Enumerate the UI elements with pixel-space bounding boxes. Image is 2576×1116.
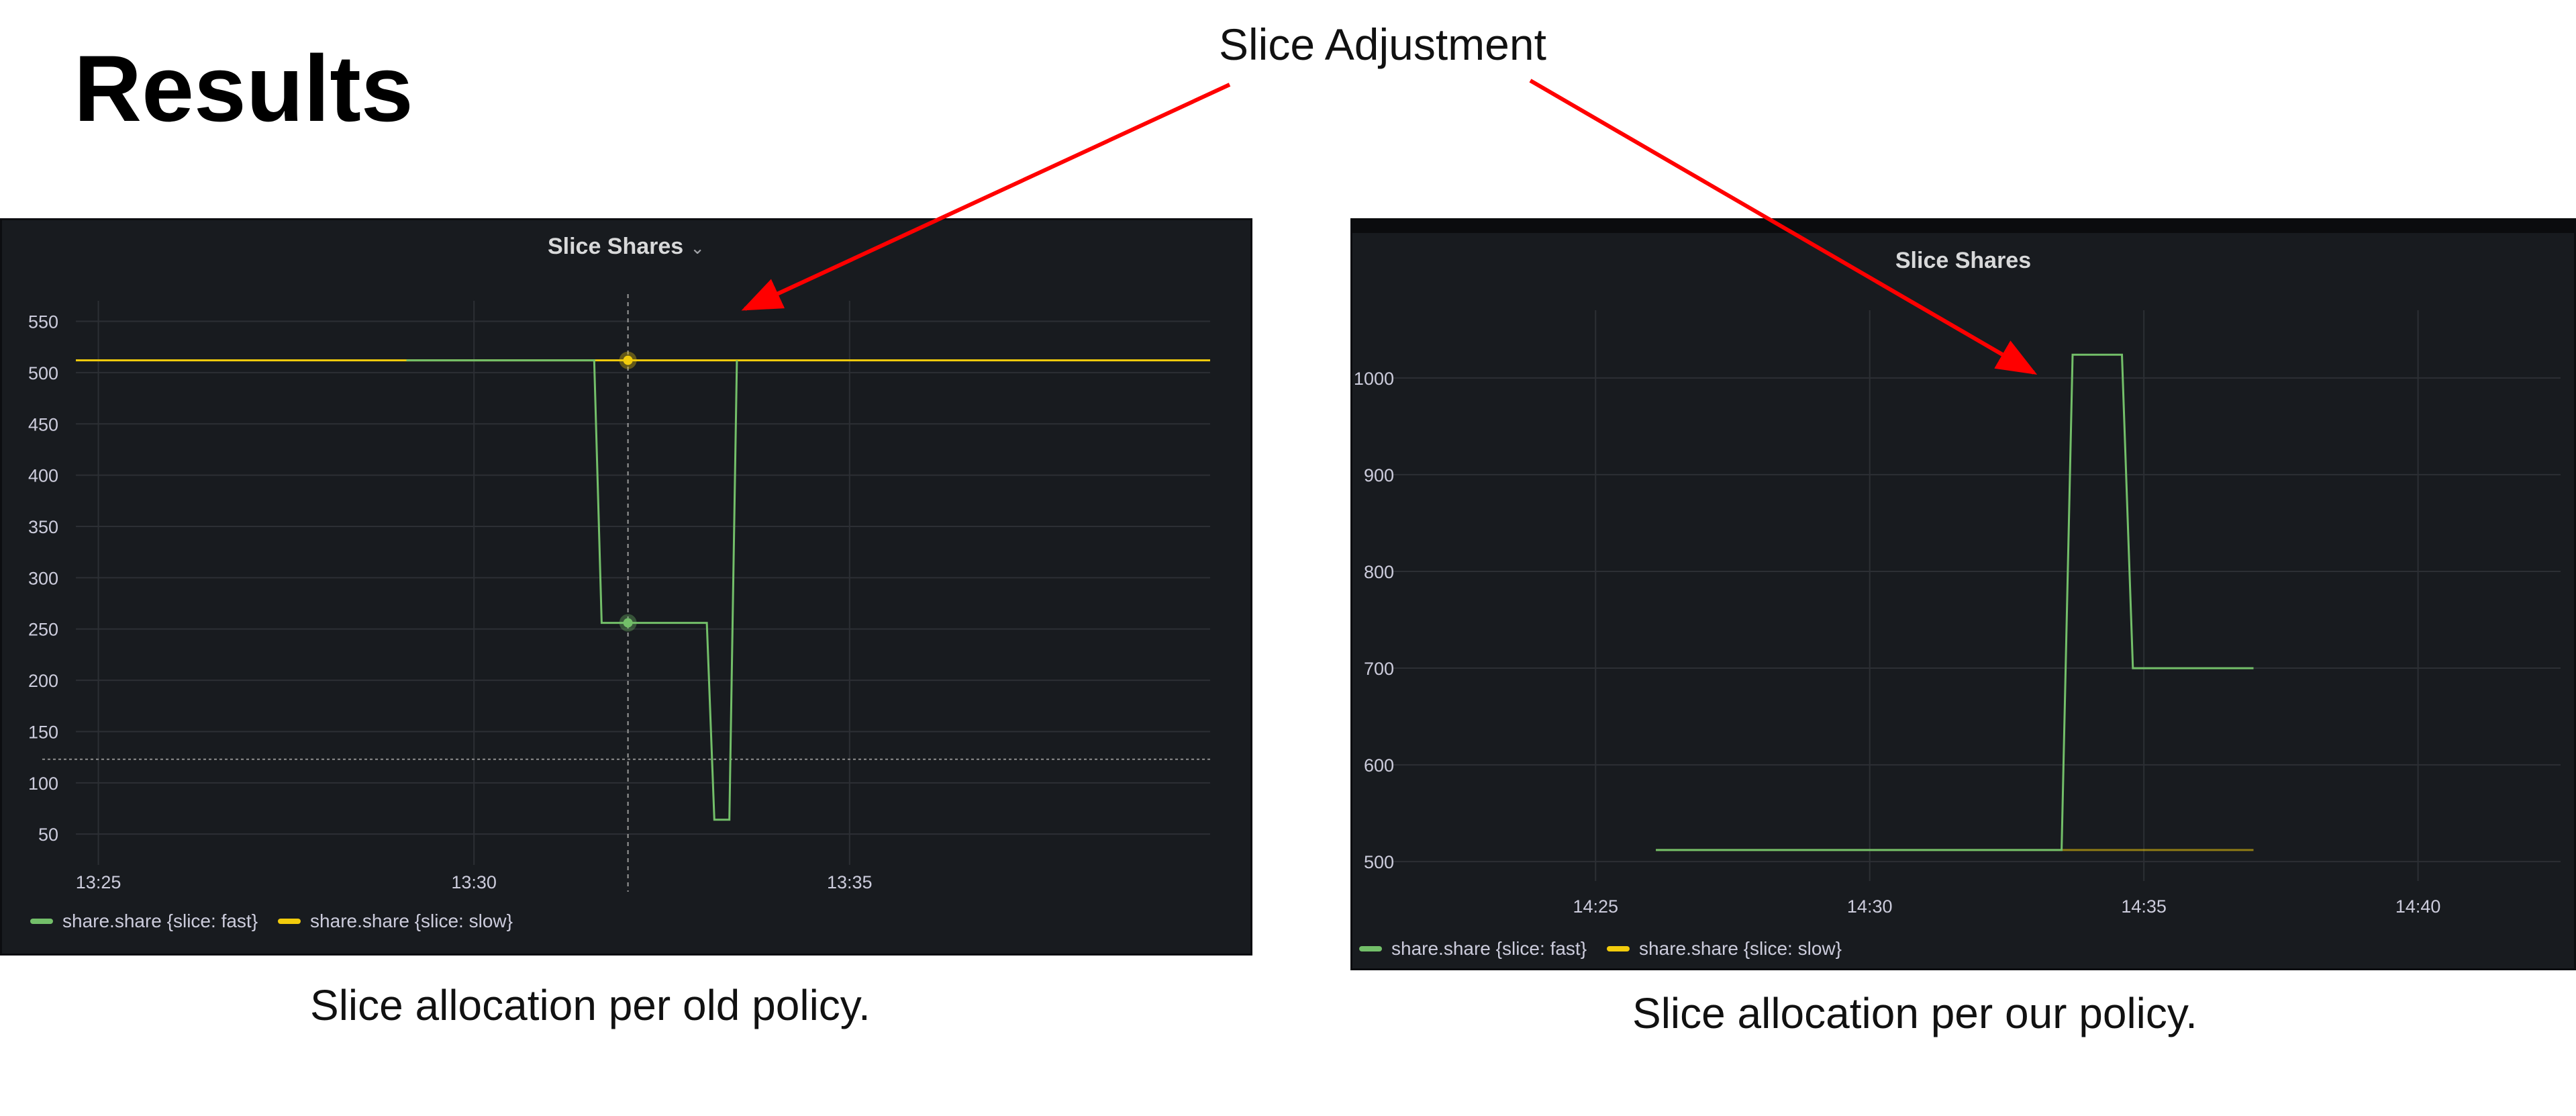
legend-label-slow: share.share {slice: slow} (310, 911, 513, 931)
y-tick-label: 150 (28, 722, 58, 742)
caption-left: Slice allocation per old policy. (310, 981, 871, 1029)
x-tick-label: 14:25 (1573, 896, 1618, 917)
right-chart-panel: Slice Shares 500 600 700 800 900 1000 14:25 14:… (1350, 218, 2576, 970)
legend-swatch-slow (1607, 946, 1630, 951)
legend-item-fast[interactable]: share.share {slice: fast} (1359, 938, 1587, 960)
y-tick-label: 800 (1364, 562, 1394, 582)
y-tick-label: 400 (28, 466, 58, 486)
y-tick-label: 1000 (1354, 369, 1394, 389)
legend-label-fast: share.share {slice: fast} (62, 911, 258, 931)
y-tick-label: 200 (28, 671, 58, 691)
legend-swatch-fast (30, 919, 53, 924)
x-tick-label: 13:35 (827, 872, 873, 892)
y-tick-label: 500 (1364, 852, 1394, 872)
series-line-fast (1656, 353, 2254, 851)
y-tick-label: 900 (1364, 465, 1394, 485)
hover-point-fast (623, 618, 633, 628)
y-tick-label: 600 (1364, 755, 1394, 776)
y-tick-label: 250 (28, 620, 58, 640)
left-panel-title-text: Slice Shares (547, 234, 684, 259)
caption-right: Slice allocation per our policy. (1632, 989, 2197, 1037)
legend-item-slow[interactable]: share.share {slice: slow} (278, 911, 513, 932)
legend-label-slow: share.share {slice: slow} (1639, 938, 1842, 959)
y-tick-label: 350 (28, 517, 58, 537)
y-tick-label: 50 (38, 825, 58, 845)
x-tick-label: 13:30 (451, 872, 497, 892)
x-tick-label: 14:30 (1847, 896, 1893, 917)
x-tick-label: 14:40 (2395, 896, 2441, 917)
legend-label-fast: share.share {slice: fast} (1391, 938, 1587, 959)
y-tick-label: 450 (28, 414, 58, 434)
y-tick-label: 500 (28, 363, 58, 383)
legend-item-fast[interactable]: share.share {slice: fast} (30, 911, 258, 932)
y-tick-label: 100 (28, 774, 58, 794)
chevron-down-icon[interactable]: ⌄ (690, 238, 705, 258)
right-chart-plot: 500 600 700 800 900 1000 14:25 14:30 14:35 14:40 (1354, 310, 2561, 917)
left-panel-title[interactable]: Slice Shares ⌄ (2, 234, 1250, 260)
right-chart-legend: share.share {slice: fast} share.share {s… (1359, 938, 1842, 960)
y-tick-label: 700 (1364, 659, 1394, 679)
legend-swatch-fast (1359, 946, 1382, 951)
left-chart-plot: 50 100 150 200 250 300 350 400 450 500 550 13:25 13:… (28, 294, 1210, 892)
legend-swatch-slow (278, 919, 301, 924)
x-tick-label: 13:25 (76, 872, 121, 892)
left-chart-legend: share.share {slice: fast} share.share {s… (30, 911, 513, 932)
y-tick-label: 550 (28, 312, 58, 332)
hover-point-slow (623, 355, 633, 365)
slice-adjustment-annotation: Slice Adjustment (1219, 19, 1546, 69)
y-tick-label: 300 (28, 568, 58, 588)
legend-item-slow[interactable]: share.share {slice: slow} (1607, 938, 1842, 960)
series-line-fast (406, 359, 738, 821)
x-tick-label: 14:35 (2121, 896, 2167, 917)
left-chart-panel: Slice Shares ⌄ 50 100 150 200 250 300 350 400 450… (0, 218, 1252, 956)
slide-title: Results (74, 36, 413, 141)
